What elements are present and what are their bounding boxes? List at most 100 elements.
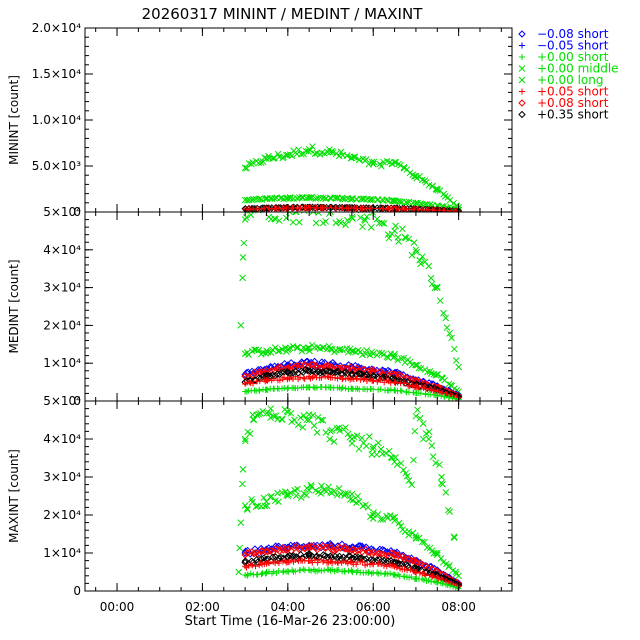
data-point — [356, 370, 364, 378]
data-point — [399, 552, 407, 561]
data-point — [270, 375, 277, 382]
data-point — [297, 414, 304, 422]
data-point — [421, 177, 429, 184]
data-point — [417, 390, 424, 397]
data-point — [240, 239, 248, 247]
data-point — [313, 546, 321, 554]
data-point — [247, 212, 255, 219]
data-point — [276, 377, 283, 384]
data-point — [391, 513, 399, 521]
data-point — [310, 422, 318, 429]
data-point — [403, 377, 412, 386]
data-point — [272, 412, 280, 420]
data-point — [377, 386, 384, 393]
data-point — [342, 385, 349, 392]
data-point — [271, 544, 280, 553]
data-point — [425, 577, 432, 584]
data-point — [250, 415, 257, 423]
data-point — [440, 206, 449, 212]
data-point — [255, 159, 263, 167]
data-point — [397, 387, 404, 394]
data-point — [406, 383, 413, 390]
data-point — [303, 491, 310, 499]
data-point — [398, 388, 405, 395]
data-point — [333, 194, 341, 202]
data-point — [346, 345, 354, 353]
data-point — [327, 384, 334, 391]
legend-marker — [518, 99, 526, 107]
data-point — [317, 416, 325, 424]
data-point — [429, 572, 436, 579]
data-point — [427, 391, 434, 398]
data-point — [298, 347, 306, 355]
data-point — [405, 477, 413, 484]
data-point — [450, 345, 458, 353]
data-point — [287, 409, 295, 417]
data-point — [249, 159, 257, 166]
data-point — [425, 435, 433, 443]
data-point — [429, 453, 437, 460]
data-point — [246, 430, 254, 437]
data-point — [275, 498, 282, 506]
series-+0.00 middle — [241, 341, 462, 395]
data-point — [415, 364, 423, 372]
data-point — [267, 405, 275, 412]
data-point — [438, 473, 445, 481]
x-tick-label: 08:00 — [441, 600, 476, 614]
data-point — [413, 248, 420, 256]
data-point — [444, 194, 452, 201]
data-point — [378, 162, 385, 170]
data-point — [243, 164, 251, 172]
data-point — [357, 348, 364, 356]
data-point — [275, 217, 283, 225]
data-point — [418, 176, 426, 184]
data-point — [432, 549, 440, 557]
data-point — [320, 558, 327, 565]
data-point — [287, 489, 294, 497]
data-point — [309, 411, 317, 419]
data-point — [433, 283, 441, 291]
data-point — [241, 502, 249, 509]
data-point — [405, 198, 413, 206]
data-point — [413, 376, 421, 385]
data-point — [331, 194, 339, 202]
data-point — [236, 544, 244, 552]
data-point — [410, 456, 417, 464]
data-point — [403, 199, 411, 207]
data-point — [362, 555, 371, 563]
data-point — [294, 485, 301, 493]
y-tick-label: 5.0×10³ — [32, 159, 81, 173]
data-point — [443, 206, 452, 212]
data-point — [412, 557, 420, 566]
data-point — [428, 578, 435, 585]
data-point — [418, 538, 426, 546]
data-point — [260, 494, 268, 502]
data-point — [367, 513, 374, 520]
legend-item: +0.00 short — [519, 50, 609, 64]
legend-label: +0.05 short — [537, 85, 609, 99]
data-point — [395, 519, 403, 527]
data-point — [261, 195, 269, 203]
data-point — [289, 218, 297, 226]
y-tick-label: 3×10⁴ — [43, 470, 81, 484]
data-point — [263, 502, 271, 510]
data-point — [335, 566, 342, 573]
data-point — [425, 262, 433, 270]
data-point — [454, 585, 461, 591]
data-point — [341, 489, 349, 497]
data-point — [322, 218, 330, 225]
data-point — [292, 542, 300, 551]
data-point — [294, 421, 302, 429]
data-point — [237, 519, 245, 526]
data-point — [274, 363, 283, 372]
data-point — [448, 334, 455, 342]
data-point — [302, 551, 311, 560]
data-point — [394, 379, 401, 386]
data-point — [263, 409, 271, 417]
data-point — [318, 368, 327, 376]
data-point — [235, 568, 243, 576]
data-point — [367, 224, 375, 231]
data-point — [447, 582, 454, 589]
data-point — [393, 461, 401, 468]
data-point — [385, 234, 393, 242]
